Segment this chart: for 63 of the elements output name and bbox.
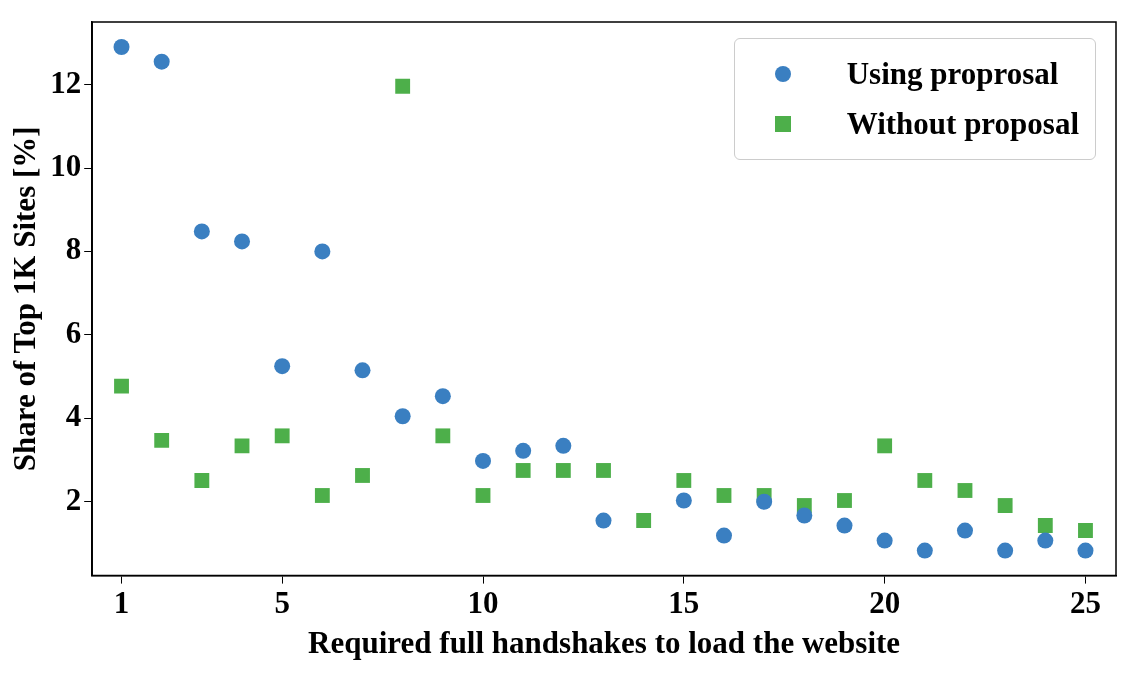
point (274, 428, 290, 444)
point (997, 498, 1013, 513)
x-tick-label: 1 (113, 585, 130, 621)
point (837, 493, 852, 508)
point (916, 542, 933, 559)
point (555, 463, 571, 478)
point (434, 388, 451, 405)
point (876, 532, 893, 549)
point (475, 488, 491, 503)
x-tick-label: 15 (668, 585, 700, 621)
x-tick-label: 10 (467, 585, 499, 621)
x-tick-label: 25 (1069, 585, 1101, 621)
point (153, 53, 170, 70)
point (956, 522, 973, 539)
x-tick-label: 5 (274, 585, 290, 621)
point (715, 527, 732, 544)
point (917, 473, 933, 488)
point (475, 452, 491, 469)
point (555, 437, 572, 454)
point (193, 223, 210, 240)
x-tick-label: 20 (869, 585, 901, 621)
point (355, 468, 370, 483)
point (957, 483, 973, 498)
point (515, 463, 531, 478)
point (1077, 542, 1094, 559)
point (596, 463, 611, 478)
point (676, 473, 692, 488)
point (314, 243, 331, 260)
point (716, 488, 732, 503)
point (234, 233, 251, 250)
point (274, 358, 291, 375)
point (114, 378, 129, 394)
point (1037, 518, 1053, 533)
y-tick-label: 2 (65, 481, 82, 517)
point (836, 517, 853, 534)
point (997, 542, 1014, 559)
legend-label: Without proposal (846, 106, 1079, 142)
point (394, 408, 411, 425)
legend-label: Using proprosal (846, 56, 1059, 92)
y-tick-label: 6 (65, 314, 82, 350)
point (515, 442, 532, 459)
point (595, 512, 612, 529)
point (675, 492, 692, 509)
y-tick-label: 12 (50, 64, 82, 100)
point (796, 507, 813, 524)
point (234, 438, 250, 454)
point (636, 513, 652, 528)
point (314, 488, 330, 503)
y-tick-label: 4 (65, 398, 82, 434)
x-axis-title: Required full handshakes to load the website (308, 625, 901, 661)
y-tick-label: 10 (50, 148, 82, 184)
point (756, 493, 773, 510)
y-axis-title: Share of Top 1K Sites [%] (6, 126, 42, 472)
point (154, 433, 170, 448)
point (395, 78, 411, 94)
point (354, 362, 371, 379)
point (1037, 532, 1054, 549)
y-tick-label: 8 (65, 231, 82, 267)
point (194, 473, 210, 488)
point (435, 428, 451, 444)
point (1078, 523, 1093, 538)
point (113, 39, 130, 56)
point (877, 438, 893, 454)
